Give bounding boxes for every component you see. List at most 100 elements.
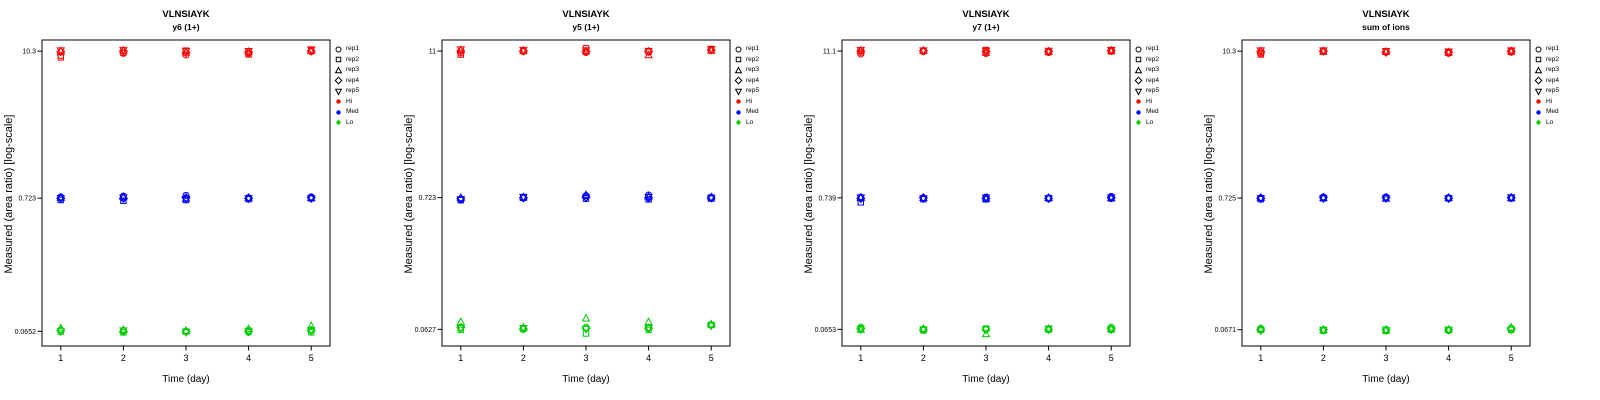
x-tick-label: 2 bbox=[521, 353, 526, 363]
data-point-Med-rep5 bbox=[181, 195, 191, 204]
legend-label: rep4 bbox=[746, 76, 760, 84]
diamond-icon bbox=[1134, 76, 1143, 85]
legend: rep1 rep2 rep3 rep4 rep5 Hi Med Lo bbox=[734, 44, 759, 128]
panel-y7: VLNSIAYK y7 (1+) Measured (area ratio) [… bbox=[800, 0, 1200, 400]
legend-item-rep3: rep3 bbox=[1134, 65, 1159, 76]
y-tick-label: 11 bbox=[429, 49, 436, 56]
data-point-Med-rep5 bbox=[1319, 195, 1328, 204]
data-point-Med-rep5 bbox=[581, 194, 591, 203]
legend-label: rep5 bbox=[346, 87, 360, 94]
legend-item-Med: Med bbox=[1134, 107, 1159, 118]
data-point-Hi-rep3 bbox=[644, 50, 653, 59]
circle-icon bbox=[1135, 46, 1142, 53]
legend-label: rep1 bbox=[1146, 45, 1160, 52]
plot-canvas-y5: 11 0.723 0.0627 1 2 3 4 5 bbox=[415, 39, 731, 363]
data-point-Lo-rep3 bbox=[706, 319, 716, 328]
data-point-Hi-rep5 bbox=[119, 46, 128, 55]
x-tick-label: 2 bbox=[1321, 353, 1326, 363]
data-point-Hi-rep5 bbox=[1506, 47, 1516, 56]
data-point-Med-rep5 bbox=[519, 193, 528, 202]
triangle-up-icon bbox=[1134, 66, 1143, 73]
data-point-Med-rep5 bbox=[919, 195, 928, 204]
data-point-Med-rep2 bbox=[857, 199, 864, 206]
data-point-Med-rep3 bbox=[919, 192, 928, 201]
panel-title: VLNSIAYK bbox=[562, 9, 610, 20]
y-tick-label: 0.723 bbox=[418, 195, 436, 202]
data-point-Hi-rep5 bbox=[1319, 47, 1328, 56]
panel-subtitle: sum of ions bbox=[1362, 22, 1410, 32]
data-point-Med-rep5 bbox=[1506, 194, 1516, 203]
legend-label: Lo bbox=[1146, 118, 1154, 126]
dot-icon bbox=[336, 110, 341, 115]
data-point-Lo-rep5 bbox=[1506, 326, 1516, 335]
data-point-Hi-rep5 bbox=[181, 47, 191, 56]
data-point-Med-rep1 bbox=[182, 191, 190, 199]
legend-label: Lo bbox=[746, 118, 754, 126]
legend-item-rep5: rep5 bbox=[1534, 86, 1559, 97]
legend-item-Lo: Lo bbox=[1134, 118, 1159, 129]
data-point-Lo-rep5 bbox=[1319, 326, 1328, 335]
data-point-Lo-rep5 bbox=[519, 325, 528, 334]
legend-item-Lo: Lo bbox=[734, 118, 759, 129]
data-point-Lo-rep5 bbox=[581, 325, 591, 334]
legend-item-rep4: rep4 bbox=[334, 76, 359, 87]
legend-item-rep1: rep1 bbox=[734, 44, 759, 55]
data-point-Lo-rep3 bbox=[456, 317, 466, 326]
data-point-Hi-rep5 bbox=[306, 46, 316, 55]
legend-label: rep2 bbox=[346, 55, 360, 63]
data-point-Hi-rep5 bbox=[581, 47, 591, 56]
data-point-Med-rep5 bbox=[981, 194, 991, 203]
data-point-Hi-rep5 bbox=[856, 46, 866, 55]
data-point-Med-rep5 bbox=[456, 196, 466, 205]
legend-item-rep4: rep4 bbox=[1134, 76, 1159, 87]
circle-icon bbox=[735, 46, 742, 53]
x-tick-label: 1 bbox=[858, 353, 863, 363]
legend: rep1 rep2 rep3 rep4 rep5 Hi Med Lo bbox=[1134, 44, 1159, 128]
data-point-Med-rep3 bbox=[456, 193, 466, 202]
legend-item-Lo: Lo bbox=[334, 118, 359, 129]
square-icon bbox=[1535, 57, 1542, 63]
y-tick-label: 0.0671 bbox=[1215, 327, 1237, 334]
x-tick-label: 4 bbox=[1046, 353, 1051, 363]
x-tick-label: 5 bbox=[309, 353, 314, 363]
square-icon bbox=[1135, 57, 1142, 63]
dot-icon bbox=[336, 99, 341, 104]
x-tick-label: 1 bbox=[1258, 353, 1263, 363]
legend-label: Hi bbox=[746, 97, 753, 105]
legend-label: rep1 bbox=[346, 45, 360, 52]
y-tick-label: 10.3 bbox=[22, 49, 36, 56]
legend: rep1 rep2 rep3 rep4 rep5 Hi Med Lo bbox=[1534, 44, 1559, 128]
diamond-icon bbox=[1534, 76, 1543, 85]
data-point-Hi-rep2 bbox=[457, 51, 464, 58]
legend-label: Lo bbox=[346, 118, 354, 126]
legend-item-Hi: Hi bbox=[334, 97, 359, 108]
legend-item-rep4: rep4 bbox=[1534, 76, 1559, 87]
legend-item-rep1: rep1 bbox=[1534, 44, 1559, 55]
y-tick-label: 0.723 bbox=[18, 196, 36, 203]
panel-subtitle: y6 (1+) bbox=[172, 22, 200, 32]
data-point-Lo-rep5 bbox=[1106, 326, 1116, 335]
x-tick-label: 4 bbox=[646, 353, 651, 363]
legend-item-rep5: rep5 bbox=[734, 86, 759, 97]
legend-label: rep4 bbox=[1546, 76, 1560, 84]
data-point-Med-rep2 bbox=[120, 197, 127, 204]
legend-label: Med bbox=[1546, 108, 1559, 115]
dot-icon bbox=[1136, 99, 1141, 104]
data-point-Med-rep5 bbox=[1256, 195, 1266, 204]
legend-label: Med bbox=[746, 108, 759, 115]
data-point-Lo-rep3 bbox=[306, 321, 316, 330]
panel-subtitle: y5 (1+) bbox=[572, 22, 600, 32]
x-axis-label: Time (day) bbox=[562, 374, 610, 385]
data-point-Med-rep5 bbox=[244, 195, 253, 204]
legend-item-rep3: rep3 bbox=[334, 65, 359, 76]
legend-item-rep1: rep1 bbox=[1134, 44, 1159, 55]
x-axis-label: Time (day) bbox=[1362, 374, 1410, 385]
legend-item-rep5: rep5 bbox=[334, 86, 359, 97]
data-point-Lo-rep5 bbox=[56, 328, 66, 337]
data-point-Lo-rep5 bbox=[119, 327, 128, 336]
square-icon bbox=[335, 57, 342, 63]
x-tick-label: 3 bbox=[1383, 353, 1388, 363]
circle-icon bbox=[1535, 46, 1542, 53]
legend-item-rep2: rep2 bbox=[1134, 55, 1159, 66]
data-point-Hi-rep5 bbox=[1044, 47, 1053, 56]
